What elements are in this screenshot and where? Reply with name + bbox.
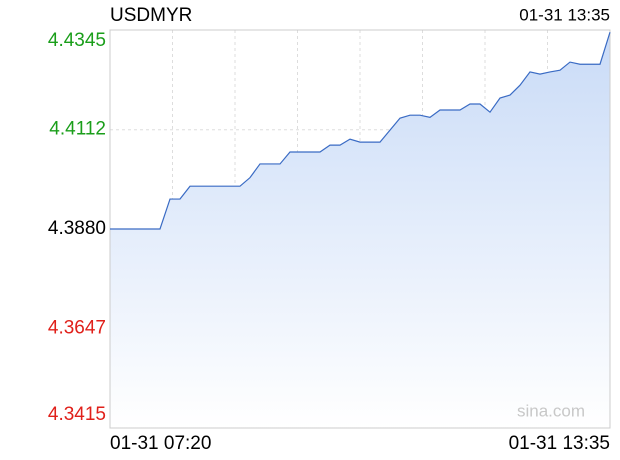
watermark: sina.com (517, 401, 585, 420)
x-tick-label: 01-31 13:35 (509, 433, 610, 454)
y-tick-label: 4.3880 (48, 218, 106, 239)
y-tick-label: 4.4345 (48, 30, 106, 51)
y-tick-label: 4.3647 (48, 318, 106, 339)
y-tick-label: 4.4112 (49, 119, 106, 140)
price-line (110, 31, 611, 230)
x-tick-label: 01-31 07:20 (110, 433, 211, 454)
y-tick-label: 4.3415 (48, 404, 106, 425)
timestamp: 01-31 13:35 (519, 5, 610, 24)
area-fill (110, 32, 610, 429)
chart-title: USDMYR (110, 5, 192, 26)
